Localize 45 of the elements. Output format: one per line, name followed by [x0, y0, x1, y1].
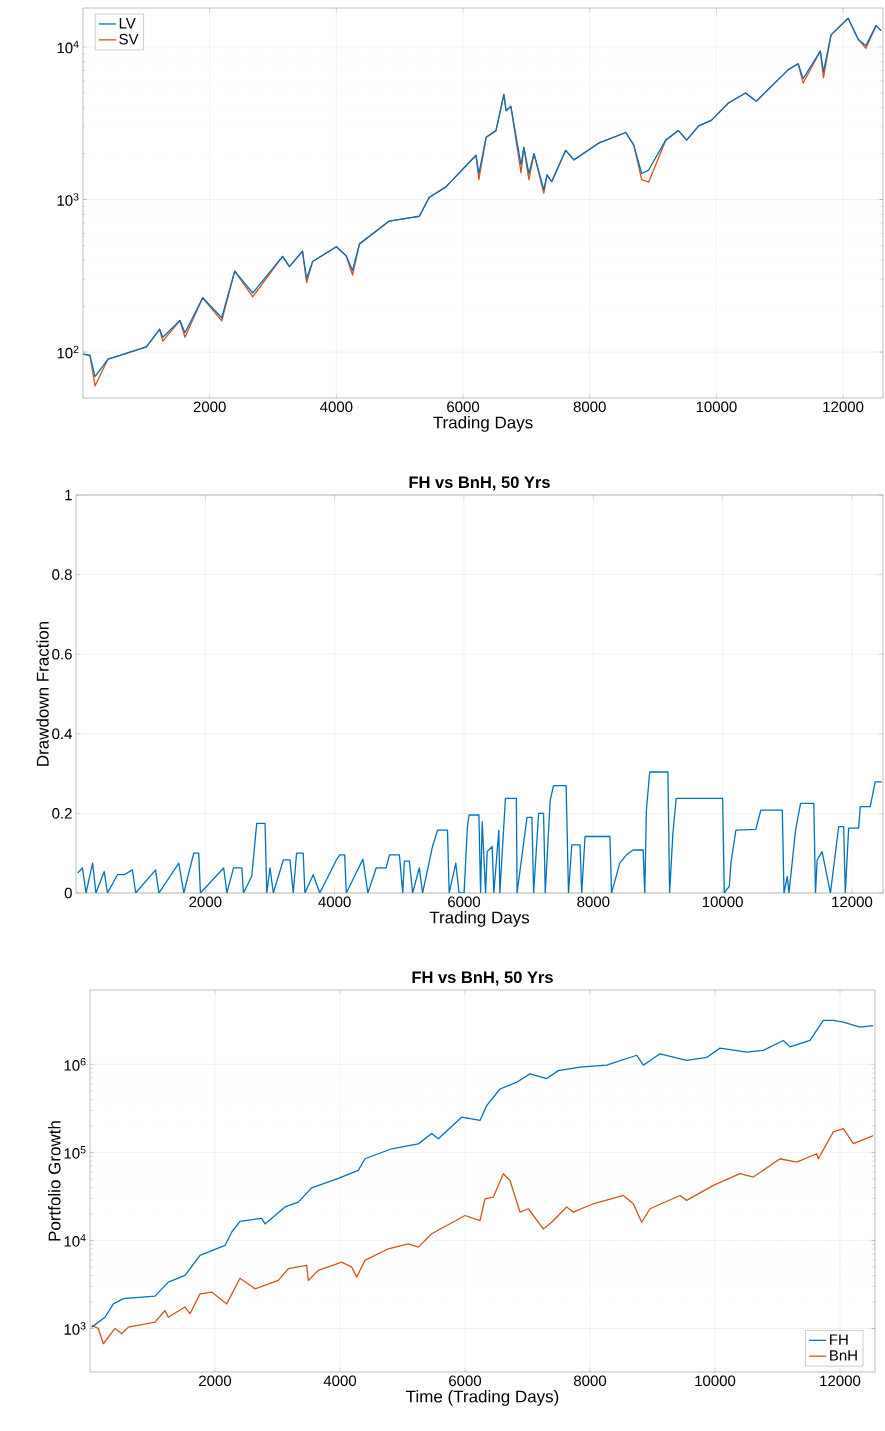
y-tick-label: 10$^{2}$ [57, 345, 79, 359]
x-tick-label: 2000 [193, 401, 226, 413]
y-tick-label: 1 [65, 489, 72, 501]
y-tick-label: 10$^{3}$ [64, 1322, 86, 1335]
line-series [91, 1019, 874, 1328]
x-tick-label: 6000 [449, 1375, 482, 1387]
x-axis-title: Trading Days [429, 911, 530, 927]
legend-label: BnH [830, 1350, 857, 1361]
x-tick-label: 8000 [577, 896, 610, 908]
y-tick-label: 10$^{4}$ [64, 1234, 86, 1247]
y-tick-label: 0 [64, 887, 72, 899]
x-tick-label: 8000 [573, 1375, 607, 1387]
x-tick-label: 4000 [320, 401, 353, 413]
chart-title: FH vs BnH, 50 Yrs [409, 476, 550, 491]
x-tick-label: 2000 [199, 1375, 232, 1387]
line-series [76, 771, 883, 894]
legend-label: LV [119, 18, 136, 29]
x-tick-label: 6000 [448, 896, 481, 908]
y-tick-label: 10$^{3}$ [57, 193, 79, 206]
x-tick-label: 10000 [702, 896, 743, 908]
x-axis-title: Trading Days [433, 416, 533, 432]
x-tick-label: 12000 [823, 401, 864, 413]
x-tick-label: 4000 [323, 1375, 357, 1387]
legend-label: SV [119, 33, 139, 45]
x-tick-label: 8000 [573, 401, 606, 413]
y-tick-label: 10$^{4}$ [57, 40, 79, 54]
x-tick-label: 10000 [696, 401, 737, 413]
y-tick-label: 0.8 [52, 569, 72, 580]
y-tick-label: 0.6 [52, 648, 72, 660]
y-tick-label: 0.4 [52, 728, 73, 740]
chart-title: FH vs BnH, 50 Yrs [412, 971, 553, 986]
x-tick-label: 12000 [820, 1375, 861, 1387]
y-axis-title: Drawdown Fraction [36, 621, 49, 766]
x-tick-label: 12000 [832, 896, 873, 908]
legend-label: FH [830, 1334, 848, 1345]
x-axis-title: Time (Trading Days) [406, 1390, 559, 1406]
x-tick-label: 2000 [189, 896, 222, 908]
y-tick-label: 10$^{5}$ [64, 1146, 86, 1159]
x-tick-label: 10000 [695, 1375, 736, 1387]
y-axis-title: Portfolio Growth [48, 1121, 61, 1241]
y-tick-label: 10$^{6}$ [64, 1058, 86, 1071]
x-tick-label: 4000 [318, 896, 351, 908]
line-series [91, 1128, 874, 1345]
y-tick-label: 0.2 [52, 808, 72, 819]
x-tick-label: 6000 [447, 401, 480, 413]
